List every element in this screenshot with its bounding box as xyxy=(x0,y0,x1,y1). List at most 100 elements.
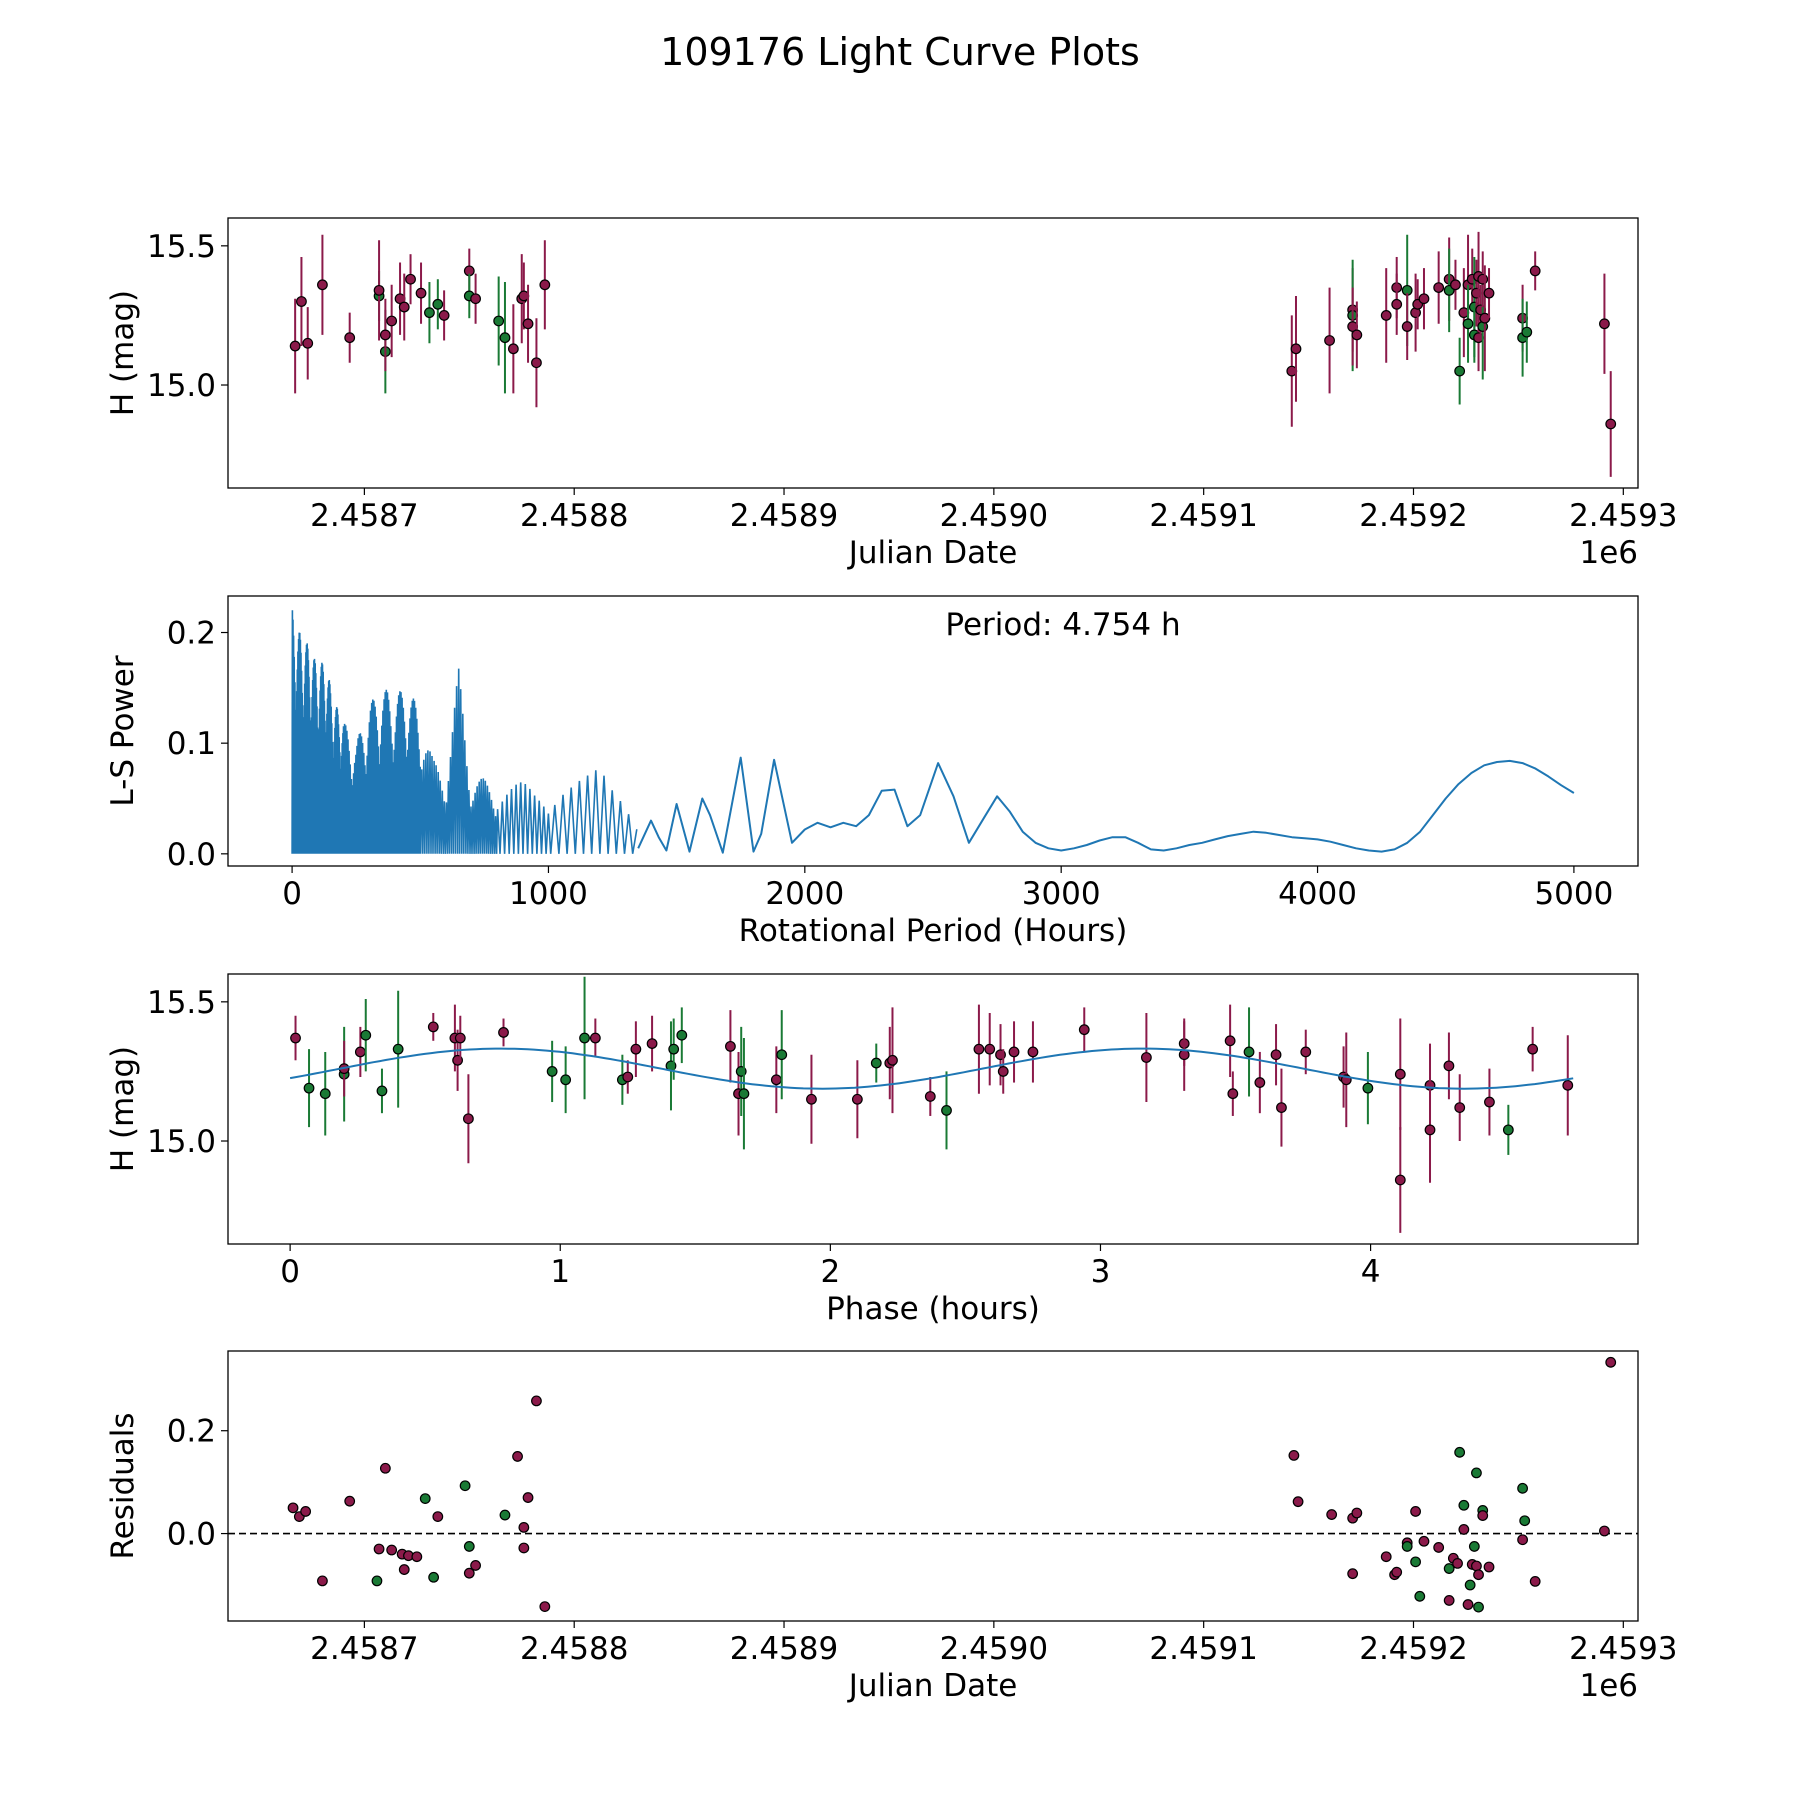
axes-frame xyxy=(227,217,1639,489)
data-layer xyxy=(289,976,1574,1233)
y-axis-label: L-S Power xyxy=(105,655,141,806)
data-point xyxy=(386,315,398,327)
x-offset-label: 1e6 xyxy=(1579,1668,1638,1704)
data-point xyxy=(411,1551,423,1563)
data-point xyxy=(1380,1551,1392,1563)
data-point xyxy=(546,1066,558,1077)
data-point xyxy=(398,1564,410,1575)
data-point xyxy=(300,1506,312,1517)
data-point xyxy=(1483,1561,1495,1573)
data-point xyxy=(1276,1102,1287,1114)
x-tick-label: 4000 xyxy=(1278,876,1357,912)
x-tick-label: 2.4589 xyxy=(730,1631,838,1667)
data-point xyxy=(344,332,356,344)
data-point xyxy=(470,293,481,305)
data-point xyxy=(1468,1541,1480,1552)
data-point xyxy=(984,1043,996,1055)
data-point xyxy=(1300,1046,1312,1058)
data-point xyxy=(499,1509,511,1521)
data-point xyxy=(303,1082,315,1094)
data-point xyxy=(1562,1079,1574,1091)
data-point xyxy=(1450,279,1461,291)
x-tick-label: 2 xyxy=(820,1254,840,1290)
data-point xyxy=(459,1480,471,1492)
data-point xyxy=(1347,1568,1359,1580)
x-tick-label: 2.4593 xyxy=(1569,1631,1677,1667)
data-point xyxy=(1351,1507,1363,1519)
data-point xyxy=(432,1511,444,1522)
y-axis-label: H (mag) xyxy=(105,290,141,416)
data-point xyxy=(1410,1506,1421,1517)
data-point xyxy=(1292,1496,1304,1508)
data-point xyxy=(1483,287,1495,299)
data-point xyxy=(1424,1124,1436,1136)
data-point xyxy=(463,1567,475,1579)
data-point xyxy=(1473,1569,1484,1581)
data-point xyxy=(1078,1024,1090,1036)
data-point xyxy=(941,1104,952,1116)
y-tick-label: 15.5 xyxy=(147,229,216,265)
data-point xyxy=(776,1049,788,1061)
x-tick-label: 2.4592 xyxy=(1359,498,1467,534)
y-tick-label: 0.0 xyxy=(167,1517,216,1553)
data-point xyxy=(1290,343,1302,355)
axes-periodogram: 0 1000 2000 3000 4000 5000 0.0 0.1 0.2 Rotational… xyxy=(105,595,1639,949)
x-tick-label: 1000 xyxy=(509,876,588,912)
data-point xyxy=(1326,1509,1338,1520)
data-point xyxy=(887,1054,898,1066)
x-tick-label: 0 xyxy=(280,1254,300,1290)
data-point xyxy=(531,1395,542,1407)
x-tick-label: 2.4589 xyxy=(730,498,838,534)
axes-frame xyxy=(227,595,1639,867)
data-point xyxy=(302,337,314,349)
data-point xyxy=(415,287,427,299)
data-point xyxy=(1464,1579,1476,1591)
data-point xyxy=(1391,298,1403,310)
data-point xyxy=(289,340,301,352)
data-point xyxy=(1458,1524,1470,1535)
axes-residuals: 2.4587 2.4588 2.4589 2.4590 2.4591 2.4592 2.45… xyxy=(105,1350,1678,1704)
data-point xyxy=(398,301,410,313)
x-axis-label: Julian Date xyxy=(847,535,1018,571)
data-point xyxy=(1270,1049,1282,1061)
y-tick-label: 0.2 xyxy=(167,1414,216,1450)
data-point xyxy=(1605,1356,1617,1368)
data-point xyxy=(1477,273,1489,285)
data-point xyxy=(438,310,450,321)
data-point xyxy=(287,1502,299,1514)
data-point xyxy=(1454,1102,1466,1114)
data-point xyxy=(1471,1560,1482,1572)
data-point xyxy=(1401,321,1413,332)
data-point xyxy=(522,1492,534,1503)
data-point xyxy=(851,1093,863,1105)
x-tick-label: 2.4588 xyxy=(520,1631,628,1667)
x-tick-label: 5000 xyxy=(1534,876,1613,912)
data-point xyxy=(1477,1510,1489,1521)
data-point xyxy=(379,1462,391,1474)
data-point xyxy=(1140,1052,1152,1063)
data-point xyxy=(1410,1556,1421,1568)
y-tick-label: 0.1 xyxy=(167,726,216,762)
data-point xyxy=(1599,1525,1610,1537)
data-point xyxy=(454,1032,466,1044)
x-tick-label: 2.4587 xyxy=(310,1631,418,1667)
data-point xyxy=(1605,418,1617,430)
x-tick-label: 4 xyxy=(1361,1254,1381,1290)
data-layer xyxy=(289,231,1617,477)
data-point xyxy=(1418,1535,1430,1547)
data-point xyxy=(1288,1449,1300,1461)
data-point xyxy=(1452,1557,1463,1569)
data-point xyxy=(1517,1534,1528,1546)
data-point xyxy=(493,315,505,327)
y-axis-label: Residuals xyxy=(105,1412,141,1559)
y-axis-label: H (mag) xyxy=(105,1046,141,1172)
x-tick-label: 2.4590 xyxy=(940,1631,1048,1667)
axes-frame xyxy=(227,1350,1639,1622)
data-point xyxy=(630,1043,642,1055)
y-tick-label: 0.2 xyxy=(167,616,216,652)
data-point xyxy=(386,1544,398,1556)
data-point xyxy=(1454,1446,1466,1458)
axes-light-curve: 2.4587 2.4588 2.4589 2.4590 2.4591 2.4592 2.45… xyxy=(105,217,1678,571)
data-point xyxy=(470,1560,481,1571)
data-point xyxy=(1433,282,1445,293)
